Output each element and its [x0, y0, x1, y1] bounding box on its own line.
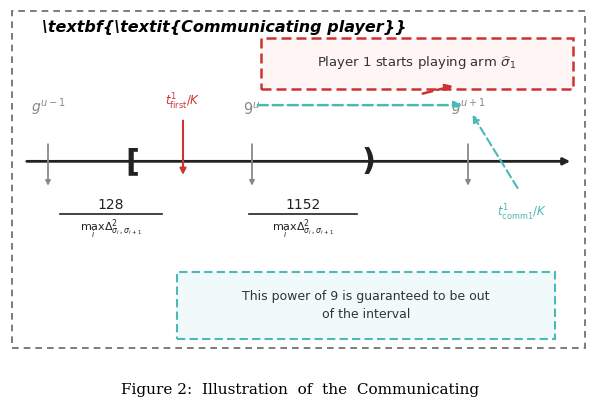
FancyBboxPatch shape — [177, 272, 555, 339]
Text: $g^{u+1}$: $g^{u+1}$ — [451, 96, 485, 118]
Text: Player 1 starts playing arm $\widehat{\sigma}_1$: Player 1 starts playing arm $\widehat{\s… — [317, 55, 517, 72]
Text: [: [ — [125, 147, 139, 176]
Text: \textbf{\textit{Communicating player}}: \textbf{\textit{Communicating player}} — [42, 20, 406, 35]
Text: $g^{u-1}$: $g^{u-1}$ — [31, 96, 65, 118]
FancyBboxPatch shape — [261, 38, 573, 89]
Text: 128: 128 — [98, 198, 124, 212]
Text: Figure 2:  Illustration  of  the  Communicating: Figure 2: Illustration of the Communicat… — [121, 383, 479, 397]
Text: $\max_i \Delta^{2}_{\sigma_i,\sigma_{i+1}}$: $\max_i \Delta^{2}_{\sigma_i,\sigma_{i+1… — [80, 218, 142, 242]
Text: 1152: 1152 — [286, 198, 320, 212]
Text: $t^{1}_{\mathsf{first}}/K$: $t^{1}_{\mathsf{first}}/K$ — [165, 92, 201, 112]
Text: ): ) — [362, 147, 376, 176]
Text: $\max_i \Delta^{2}_{\sigma_i,\sigma_{i+1}}$: $\max_i \Delta^{2}_{\sigma_i,\sigma_{i+1… — [272, 218, 334, 242]
Text: $9^{u}$: $9^{u}$ — [243, 101, 261, 118]
Text: This power of 9 is guaranteed to be out
of the interval: This power of 9 is guaranteed to be out … — [242, 290, 490, 321]
Text: $t^{1}_{\mathsf{comm1}}/K$: $t^{1}_{\mathsf{comm1}}/K$ — [497, 203, 547, 223]
